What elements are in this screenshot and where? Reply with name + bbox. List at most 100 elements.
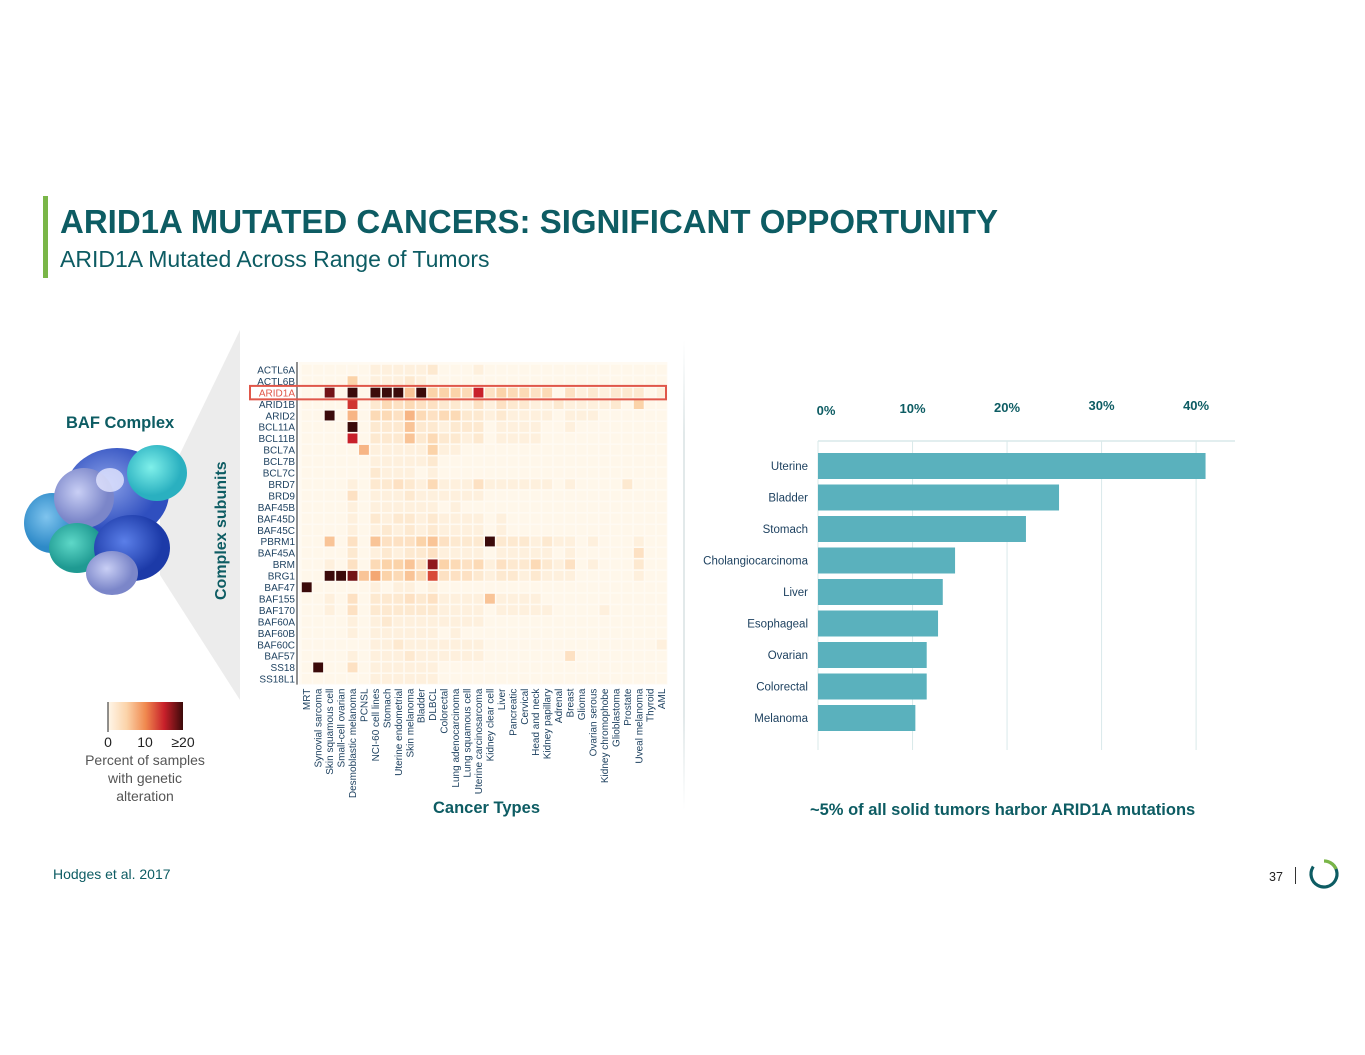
heatmap-cell [588,502,598,513]
heatmap-cell [496,548,507,558]
heatmap-cell [301,387,312,398]
heatmap-cell [633,605,644,616]
heatmap-cell [622,628,633,638]
heatmap-cell [301,444,312,455]
heatmap-cell [576,605,587,616]
heatmap-cell [301,479,312,490]
heatmap-cell [347,662,358,673]
heatmap-cell [633,479,644,490]
heatmap-cell [416,605,427,616]
heatmap-cell [485,605,495,616]
heatmap-cell [416,502,427,513]
heatmap-cell [530,639,541,650]
heatmap-cell [645,651,656,661]
heatmap-cell [599,444,610,455]
heatmap-cell [313,364,324,375]
heatmap-cell [324,376,335,387]
heatmap-cell [336,456,346,467]
heatmap-cell [301,673,312,684]
heatmap-cell [370,605,381,616]
heatmap-cell [542,387,553,398]
heatmap-x-axis-title: Cancer Types [433,799,540,817]
heatmap-cell [347,536,358,547]
heatmap-cell [416,410,427,421]
heatmap-cell [656,559,667,570]
heatmap-cell [462,651,472,661]
heatmap-cell [496,410,507,421]
heatmap-cell [565,525,575,535]
heatmap-cell [313,456,324,467]
heatmap-cell [301,490,312,501]
heatmap-column-label: PCNSL [359,688,370,722]
heatmap-cell [588,651,598,661]
heatmap-cell [427,433,438,444]
heatmap-cell [645,559,656,570]
heatmap-cell [473,639,484,650]
heatmap-cell [542,467,553,478]
heatmap-cell [599,467,610,478]
heatmap-cell [553,605,564,616]
heatmap-cell [381,479,392,490]
heatmap-cell [313,570,324,581]
heatmap-cell [633,639,644,650]
heatmap-cell [622,673,633,684]
heatmap-cell [588,456,598,467]
heatmap-cell [462,593,472,604]
heatmap-cell [507,410,518,421]
heatmap-cell [347,490,358,501]
heatmap-cell [473,570,484,581]
heatmap-cell [473,525,484,535]
heatmap-column-label: Glioma [577,688,588,720]
bar-chart-x-tick-label: 10% [900,401,926,416]
heatmap-cell [530,570,541,581]
heatmap-cell [416,651,427,661]
heatmap-cell [347,422,358,432]
heatmap-cell [313,467,324,478]
heatmap-cell [565,422,575,432]
heatmap-cell [393,387,404,398]
heatmap-cell [313,559,324,570]
heatmap-cell [565,559,575,570]
heatmap-cell [553,525,564,535]
heatmap-cell [656,628,667,638]
heatmap-cell [542,673,553,684]
heatmap-cell [324,490,335,501]
heatmap-column-label: Breast [566,688,577,717]
heatmap-cell [530,422,541,432]
heatmap-cell [530,605,541,616]
heatmap-cell [450,651,461,661]
heatmap-cell [324,628,335,638]
heatmap-cell [519,433,530,444]
heatmap-cell [370,467,381,478]
heatmap-cell [370,639,381,650]
heatmap-cell [599,559,610,570]
heatmap-cell [610,444,621,455]
heatmap-cell [565,513,575,524]
heatmap-cell [439,570,450,581]
heatmap-cell [427,467,438,478]
heatmap-cell [416,490,427,501]
heatmap-cell [404,433,415,444]
heatmap-cell [530,490,541,501]
heatmap-cell [656,399,667,409]
heatmap-cell [530,376,541,387]
heatmap-cell [393,467,404,478]
heatmap-cell [588,467,598,478]
heatmap-cell [542,490,553,501]
heatmap-cell [507,399,518,409]
heatmap-cell [622,467,633,478]
heatmap-cell [599,628,610,638]
heatmap-cell [530,364,541,375]
heatmap-cell [633,582,644,593]
heatmap-cell [427,616,438,627]
heatmap-cell [370,525,381,535]
heatmap-cell [588,364,598,375]
heatmap-cell [553,479,564,490]
heatmap-cell [496,593,507,604]
heatmap-cell [485,513,495,524]
heatmap-cell [485,559,495,570]
heatmap-cell [576,479,587,490]
heatmap-cell [393,410,404,421]
heatmap-cell [588,570,598,581]
heatmap-cell [485,639,495,650]
